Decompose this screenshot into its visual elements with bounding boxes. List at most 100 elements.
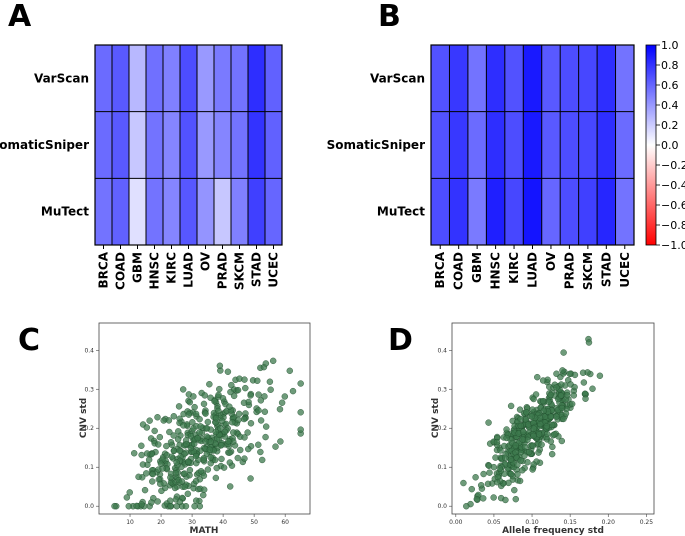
- heatmap-b-cell-VarScan-SKCM: [578, 45, 598, 112]
- scatter-c-point: [262, 433, 269, 441]
- scatter-c-point: [206, 446, 214, 453]
- scatter-c-point: [131, 450, 138, 457]
- scatter-d-point: [548, 450, 556, 458]
- scatter-d-point: [596, 372, 604, 379]
- scatter-c-point: [194, 434, 201, 442]
- heatmap-a-cell-SomaticSniper-COAD: [112, 111, 130, 179]
- scatter-d-point: [528, 413, 536, 420]
- heatmap-a-row-labels: VarScan SomaticSniper MuTect: [0, 71, 89, 218]
- scatter-c-point: [245, 445, 252, 453]
- heatmap-a-col-label: STAD: [250, 252, 264, 287]
- heatmap-b-cell-MuTect-KIRC: [504, 178, 524, 246]
- scatter-c-point: [183, 440, 190, 448]
- heatmap-a-cell-MuTect-SKCM: [231, 178, 249, 246]
- scatter-d-point: [571, 383, 578, 391]
- heatmap-a-cell-MuTect-HNSC: [146, 178, 164, 246]
- heatmap-b-cell-MuTect-COAD: [449, 178, 469, 246]
- heatmap-b-row-label: VarScan: [370, 71, 425, 85]
- scatter-c-point: [197, 468, 205, 475]
- colorbar-tick-label: 0.8: [661, 59, 679, 72]
- heatmap-b-cell-MuTect-PRAD: [560, 178, 579, 246]
- scatter-c-point: [125, 503, 132, 510]
- scatter-c-point: [197, 423, 204, 430]
- scatter-d-yticks: 0.0 0.1 0.2 0.3 0.4: [437, 347, 452, 510]
- heatmap-a-cell-MuTect-UCEC: [265, 178, 283, 246]
- heatmap-b-gridlines: [431, 45, 634, 245]
- heatmap-b-cell-VarScan-COAD: [449, 45, 469, 112]
- scatter-c-point: [216, 362, 224, 369]
- heatmap-a-cell-MuTect-PRAD: [214, 178, 232, 246]
- heatmap-a-cells: [95, 45, 283, 246]
- heatmap-b-cell-SomaticSniper-GBM: [467, 111, 487, 179]
- scatter-c-point: [226, 449, 233, 456]
- scatter-c-ylabel: CNV std: [79, 398, 89, 438]
- colorbar-tick-label: 0.4: [661, 99, 679, 112]
- scatter-d-ytick-label: 0.1: [437, 464, 447, 471]
- scatter-c-xtick-label: 20: [157, 519, 165, 526]
- scatter-d-point: [529, 466, 536, 473]
- heatmap-b-col-label: STAD: [599, 252, 613, 287]
- scatter-c-point: [235, 410, 243, 418]
- scatter-c-point: [146, 417, 153, 424]
- scatter-c-ytick-label: 0.3: [84, 386, 94, 393]
- heatmap-b-cell-MuTect-UCEC: [615, 178, 635, 246]
- heatmap-a-cell-VarScan-HNSC: [146, 45, 164, 112]
- scatter-d-point: [511, 486, 518, 494]
- scatter-c-yticks: 0.0 0.1 0.2 0.3 0.4: [84, 347, 99, 510]
- scatter-c-point: [202, 438, 209, 445]
- heatmap-b-cell-MuTect-BRCA: [431, 178, 450, 246]
- heatmap-a-col-label: SKCM: [233, 252, 247, 290]
- scatter-d-point: [525, 421, 532, 428]
- scatter-c-point: [262, 360, 270, 367]
- scatter-c-point: [297, 409, 304, 416]
- colorbar-tick-label: 1.0: [661, 39, 679, 52]
- scatter-d-point: [512, 495, 519, 503]
- scatter-c-point: [297, 380, 304, 387]
- colorbar-tick-label: 0.0: [661, 139, 679, 152]
- scatter-c-point: [217, 425, 224, 432]
- colorbar-tick-label: −0.4: [661, 179, 685, 192]
- heatmap-a-col-label: LUAD: [182, 252, 196, 288]
- scatter-c-point: [168, 453, 175, 460]
- scatter-c-point: [192, 452, 200, 460]
- scatter-c-point: [269, 357, 277, 365]
- scatter-c-point: [126, 489, 133, 496]
- scatter-c-xticks: 10 20 30 40 50 60: [126, 514, 289, 526]
- scatter-c-point: [200, 486, 208, 493]
- scatter-c-point: [143, 450, 151, 457]
- scatter-d-point: [468, 485, 475, 493]
- heatmap-b-cell-VarScan-UCEC: [615, 45, 635, 112]
- scatter-c-point: [237, 446, 244, 454]
- scatter-c-point: [180, 422, 187, 429]
- scatter-c-point: [167, 474, 174, 481]
- colorbar-tick-label: −0.6: [661, 199, 685, 212]
- scatter-d-point: [477, 482, 485, 489]
- scatter-c-point: [179, 386, 187, 393]
- heatmap-b-cell-VarScan-OV: [541, 45, 561, 112]
- scatter-d-point: [551, 431, 558, 438]
- scatter-c-point: [297, 426, 304, 433]
- scatter-c-point: [171, 484, 179, 492]
- scatter-d-point: [523, 409, 530, 416]
- scatter-d-point: [496, 465, 504, 472]
- scatter-d-point: [503, 434, 510, 442]
- scatter-c-point: [133, 502, 140, 510]
- scatter-d-ytick-label: 0.4: [437, 347, 447, 354]
- scatter-c-point: [149, 470, 156, 478]
- scatter-c-point: [226, 483, 234, 490]
- heatmap-b-cell-VarScan-KIRC: [504, 45, 524, 112]
- scatter-c-point: [149, 478, 156, 485]
- heatmap-a-cell-VarScan-COAD: [112, 45, 130, 112]
- scatter-d-point: [538, 441, 545, 448]
- scatter-d-point: [529, 406, 536, 413]
- scatter-d-point: [502, 454, 509, 462]
- scatter-c-point: [240, 415, 248, 423]
- scatter-c-point: [174, 436, 182, 443]
- heatmap-a-col-label: KIRC: [165, 252, 179, 284]
- scatter-c-point: [234, 386, 242, 394]
- scatter-c-point: [196, 429, 203, 436]
- scatter-c-point: [170, 432, 177, 439]
- heatmap-a-cell-SomaticSniper-KIRC: [163, 111, 181, 179]
- scatter-c-point: [286, 367, 293, 374]
- heatmap-a-cell-VarScan-PRAD: [214, 45, 232, 112]
